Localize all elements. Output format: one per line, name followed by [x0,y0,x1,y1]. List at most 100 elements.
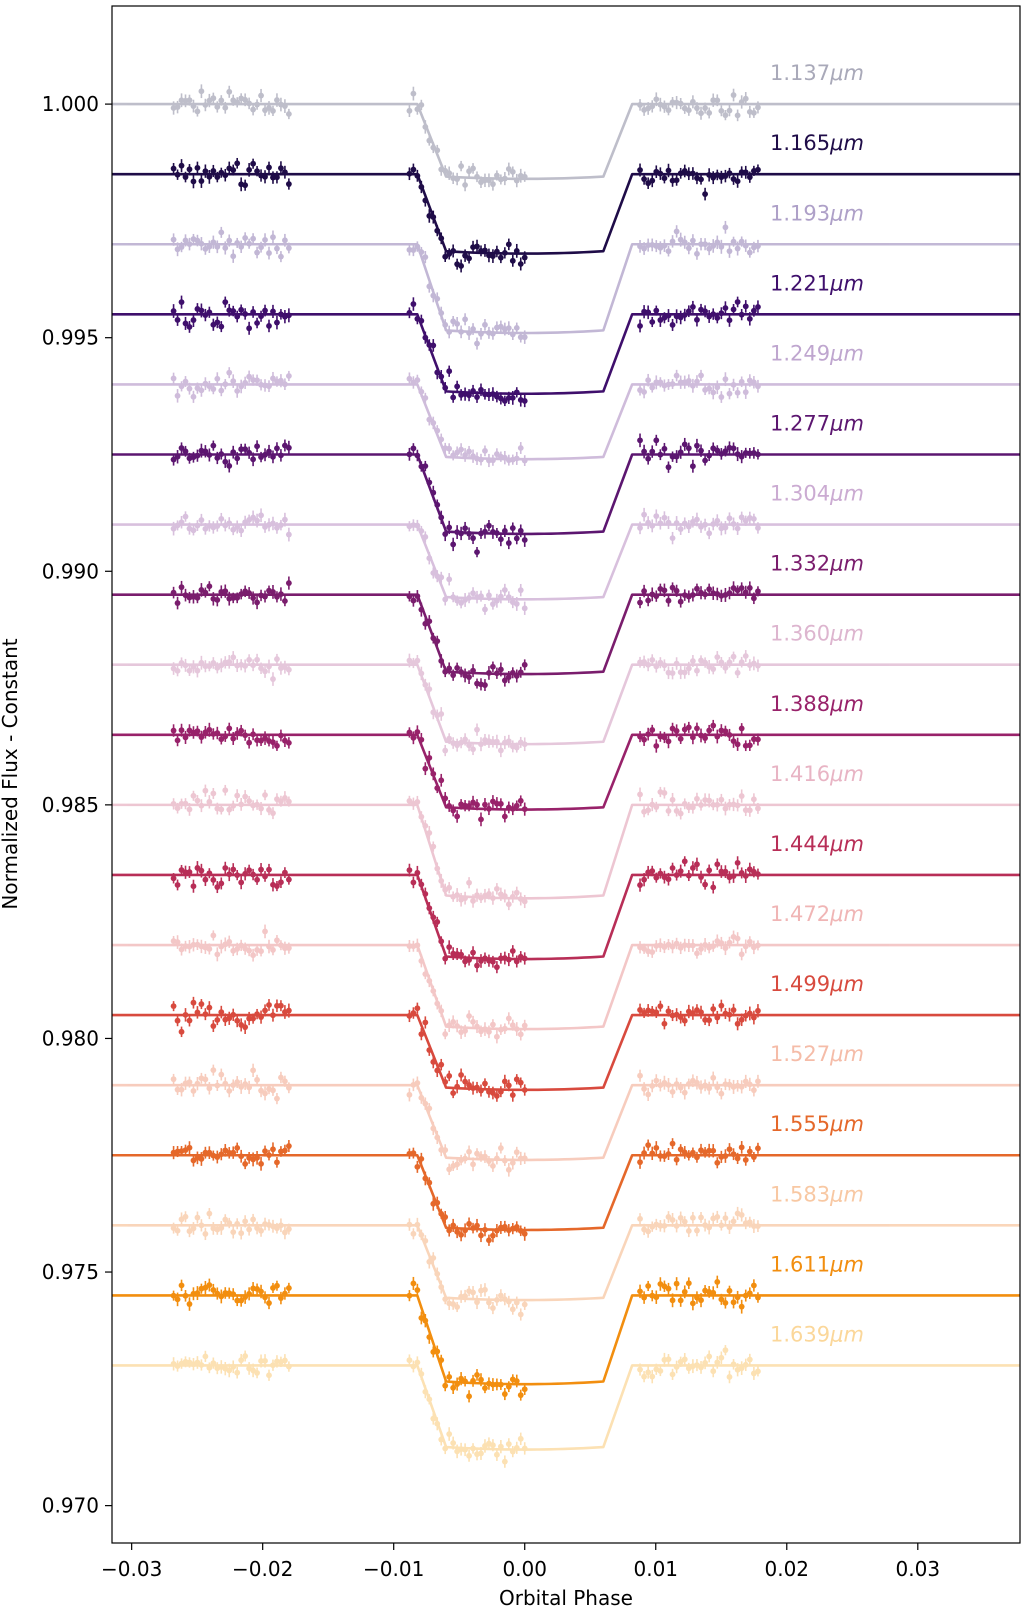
data-point [482,801,488,808]
data-point [470,1377,476,1384]
data-point [258,805,264,812]
data-point [513,455,520,462]
data-point [242,379,249,386]
data-point [266,943,272,950]
data-point [517,1311,524,1318]
data-point [218,323,225,330]
data-point [434,1420,441,1427]
data-point [274,1225,280,1232]
data-point [478,741,484,748]
data-point [714,384,721,391]
data-point [250,595,256,601]
data-point [422,971,429,978]
data-point [234,455,241,462]
data-point [285,945,292,952]
data-point [262,928,268,935]
data-point [178,244,185,250]
data-point [230,1011,237,1018]
data-point [509,1306,516,1313]
data-point [702,308,708,315]
data-point [466,957,472,963]
data-point [442,596,449,603]
data-point [730,1361,737,1368]
data-point [702,1359,708,1366]
series-1.277 [112,433,1020,558]
data-point [742,169,749,176]
data-point [414,799,421,805]
data-point [685,107,692,114]
legend-label: 1.277μm [770,411,864,435]
data-point [689,170,696,177]
data-point [493,172,500,179]
data-point [210,168,217,174]
data-point [246,947,253,954]
data-point [198,178,205,184]
data-point [661,242,668,249]
data-point [649,1150,656,1157]
data-point [521,1386,528,1393]
data-point [517,587,524,594]
data-point [278,798,284,805]
data-point [718,1090,725,1097]
data-point [681,312,688,318]
data-point [222,245,229,251]
data-point [689,1300,696,1307]
data-point [501,677,508,684]
data-point [669,670,676,677]
data-point [521,1087,528,1093]
data-point [198,1222,205,1229]
data-point [274,174,280,181]
data-point [274,1159,280,1166]
data-point [478,330,484,337]
data-point [242,793,249,800]
data-point [742,943,749,950]
data-point [726,732,733,738]
data-point [462,1378,468,1385]
data-point [198,1156,205,1162]
data-point [722,448,729,455]
data-point [466,255,472,262]
data-point [210,1023,217,1029]
data-point [501,813,508,820]
data-point [706,385,713,392]
data-point [665,808,672,814]
data-point [262,873,268,880]
data-point [426,686,433,693]
data-point [482,447,488,454]
data-point [446,1373,453,1380]
data-point [726,515,733,522]
data-point [230,1082,237,1088]
data-point [186,1079,193,1086]
data-point [521,457,528,464]
data-point [637,525,643,531]
data-point [714,97,721,104]
data-point [246,325,253,332]
data-point [730,238,737,245]
data-point [410,247,417,253]
data-point [450,541,457,548]
data-point [174,453,181,460]
data-point [653,379,660,386]
data-point [641,588,647,594]
data-point [418,1371,425,1377]
data-point [430,1059,437,1065]
data-point [730,653,737,660]
data-point [702,241,708,248]
data-point [285,245,292,251]
data-point [706,586,713,593]
series-1.304 [112,507,1020,615]
data-point [685,245,692,252]
data-point [746,1290,753,1297]
legend-unit: μm [829,1042,864,1066]
data-point [450,1384,457,1391]
data-point [718,394,725,400]
data-point [746,742,753,749]
data-point [170,727,177,734]
data-point [174,317,181,323]
x-axis-label: Orbital Phase [499,1586,633,1609]
data-point [278,253,284,260]
data-point [190,317,197,323]
data-point [230,253,237,260]
data-point [742,589,749,596]
data-point [742,1157,749,1163]
